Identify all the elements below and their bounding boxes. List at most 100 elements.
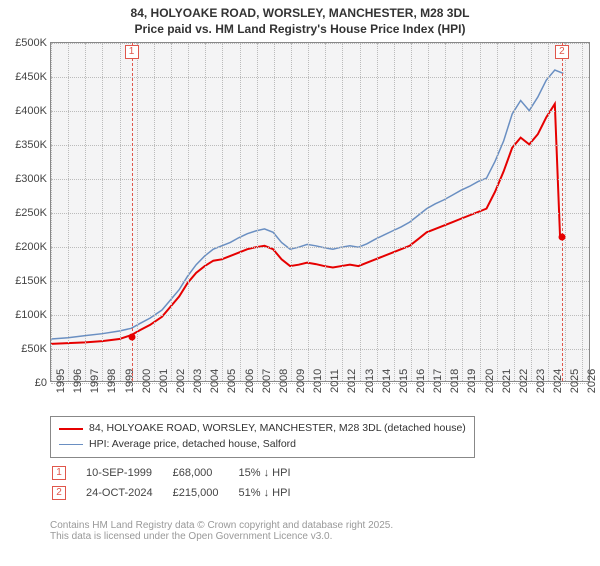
marker-box: 1 — [125, 45, 139, 59]
grid-line-v — [360, 43, 361, 381]
grid-line-v — [342, 43, 343, 381]
marker-dot — [558, 233, 565, 240]
price-chart: £0£50K£100K£150K£200K£250K£300K£350K£400… — [50, 42, 590, 382]
grid-line-v — [171, 43, 172, 381]
y-axis-label: £300K — [15, 173, 51, 185]
marker-ref-box: 2 — [52, 486, 66, 500]
x-axis-label: 2009 — [291, 369, 307, 393]
grid-line-v — [531, 43, 532, 381]
grid-line-v — [480, 43, 481, 381]
y-axis-label: £250K — [15, 207, 51, 219]
y-axis-label: £200K — [15, 241, 51, 253]
x-axis-label: 2012 — [342, 369, 358, 393]
grid-line-v — [137, 43, 138, 381]
x-axis-label: 1995 — [51, 369, 67, 393]
x-axis-label: 1997 — [85, 369, 101, 393]
x-axis-label: 2000 — [137, 369, 153, 393]
chart-title-line1: 84, HOLYOAKE ROAD, WORSLEY, MANCHESTER, … — [0, 6, 600, 22]
grid-line-v — [85, 43, 86, 381]
x-axis-label: 2004 — [205, 369, 221, 393]
x-axis-label: 2026 — [582, 369, 598, 393]
x-axis-label: 2016 — [411, 369, 427, 393]
marker-table-row: 1 10-SEP-1999£68,00015% ↓ HPI — [52, 464, 309, 482]
x-axis-label: 2019 — [462, 369, 478, 393]
x-axis-label: 2022 — [514, 369, 530, 393]
grid-line-v — [565, 43, 566, 381]
footer-attribution: Contains HM Land Registry data © Crown c… — [50, 520, 393, 542]
x-axis-label: 1998 — [102, 369, 118, 393]
marker-delta: 51% ↓ HPI — [239, 484, 309, 502]
grid-line-v — [274, 43, 275, 381]
grid-line-v — [325, 43, 326, 381]
x-axis-label: 1996 — [68, 369, 84, 393]
grid-line-v — [428, 43, 429, 381]
grid-line-v — [291, 43, 292, 381]
x-axis-label: 2017 — [428, 369, 444, 393]
grid-line-v — [377, 43, 378, 381]
grid-line-v — [51, 43, 52, 381]
x-axis-label: 2002 — [171, 369, 187, 393]
x-axis-label: 2007 — [257, 369, 273, 393]
chart-title-line2: Price paid vs. HM Land Registry's House … — [0, 22, 600, 38]
y-axis-label: £150K — [15, 275, 51, 287]
grid-line-v — [257, 43, 258, 381]
marker-dot — [128, 333, 135, 340]
footer-line1: Contains HM Land Registry data © Crown c… — [50, 520, 393, 531]
x-axis-label: 2018 — [445, 369, 461, 393]
grid-line-v — [120, 43, 121, 381]
x-axis-label: 2015 — [394, 369, 410, 393]
x-axis-label: 2003 — [188, 369, 204, 393]
chart-legend: 84, HOLYOAKE ROAD, WORSLEY, MANCHESTER, … — [50, 416, 475, 458]
x-axis-label: 2010 — [308, 369, 324, 393]
marker-box: 2 — [555, 45, 569, 59]
grid-line-v — [222, 43, 223, 381]
grid-line-v — [308, 43, 309, 381]
y-axis-label: £50K — [21, 343, 51, 355]
x-axis-label: 2013 — [360, 369, 376, 393]
legend-label: 84, HOLYOAKE ROAD, WORSLEY, MANCHESTER, … — [89, 421, 466, 437]
marker-line — [562, 43, 563, 381]
grid-line-v — [411, 43, 412, 381]
grid-line-v — [462, 43, 463, 381]
legend-swatch — [59, 444, 83, 445]
legend-item: 84, HOLYOAKE ROAD, WORSLEY, MANCHESTER, … — [59, 421, 466, 437]
grid-line-v — [445, 43, 446, 381]
grid-line-v — [548, 43, 549, 381]
x-axis-label: 2020 — [480, 369, 496, 393]
marker-price: £68,000 — [173, 464, 237, 482]
y-axis-label: £0 — [35, 377, 51, 389]
grid-line-v — [68, 43, 69, 381]
grid-line-v — [514, 43, 515, 381]
marker-date: 10-SEP-1999 — [86, 464, 171, 482]
legend-swatch — [59, 428, 83, 430]
marker-table: 1 10-SEP-1999£68,00015% ↓ HPI 2 24-OCT-2024… — [50, 462, 311, 504]
x-axis-label: 2006 — [240, 369, 256, 393]
marker-date: 24-OCT-2024 — [86, 484, 171, 502]
x-axis-label: 2014 — [377, 369, 393, 393]
grid-line-v — [394, 43, 395, 381]
x-axis-label: 2001 — [154, 369, 170, 393]
grid-line-v — [188, 43, 189, 381]
marker-price: £215,000 — [173, 484, 237, 502]
marker-line — [132, 43, 133, 381]
x-axis-label: 2008 — [274, 369, 290, 393]
grid-line-v — [497, 43, 498, 381]
legend-label: HPI: Average price, detached house, Salf… — [89, 437, 296, 453]
y-axis-label: £400K — [15, 105, 51, 117]
y-axis-label: £100K — [15, 309, 51, 321]
grid-line-v — [205, 43, 206, 381]
grid-line-v — [154, 43, 155, 381]
x-axis-label: 1999 — [120, 369, 136, 393]
legend-item: HPI: Average price, detached house, Salf… — [59, 437, 466, 453]
marker-ref-box: 1 — [52, 466, 66, 480]
y-axis-label: £500K — [15, 37, 51, 49]
grid-line-v — [582, 43, 583, 381]
marker-delta: 15% ↓ HPI — [239, 464, 309, 482]
grid-line-v — [102, 43, 103, 381]
x-axis-label: 2005 — [222, 369, 238, 393]
y-axis-label: £350K — [15, 139, 51, 151]
footer-line2: This data is licensed under the Open Gov… — [50, 531, 393, 542]
marker-table-row: 2 24-OCT-2024£215,00051% ↓ HPI — [52, 484, 309, 502]
series-price-paid — [51, 104, 560, 344]
x-axis-label: 2021 — [497, 369, 513, 393]
